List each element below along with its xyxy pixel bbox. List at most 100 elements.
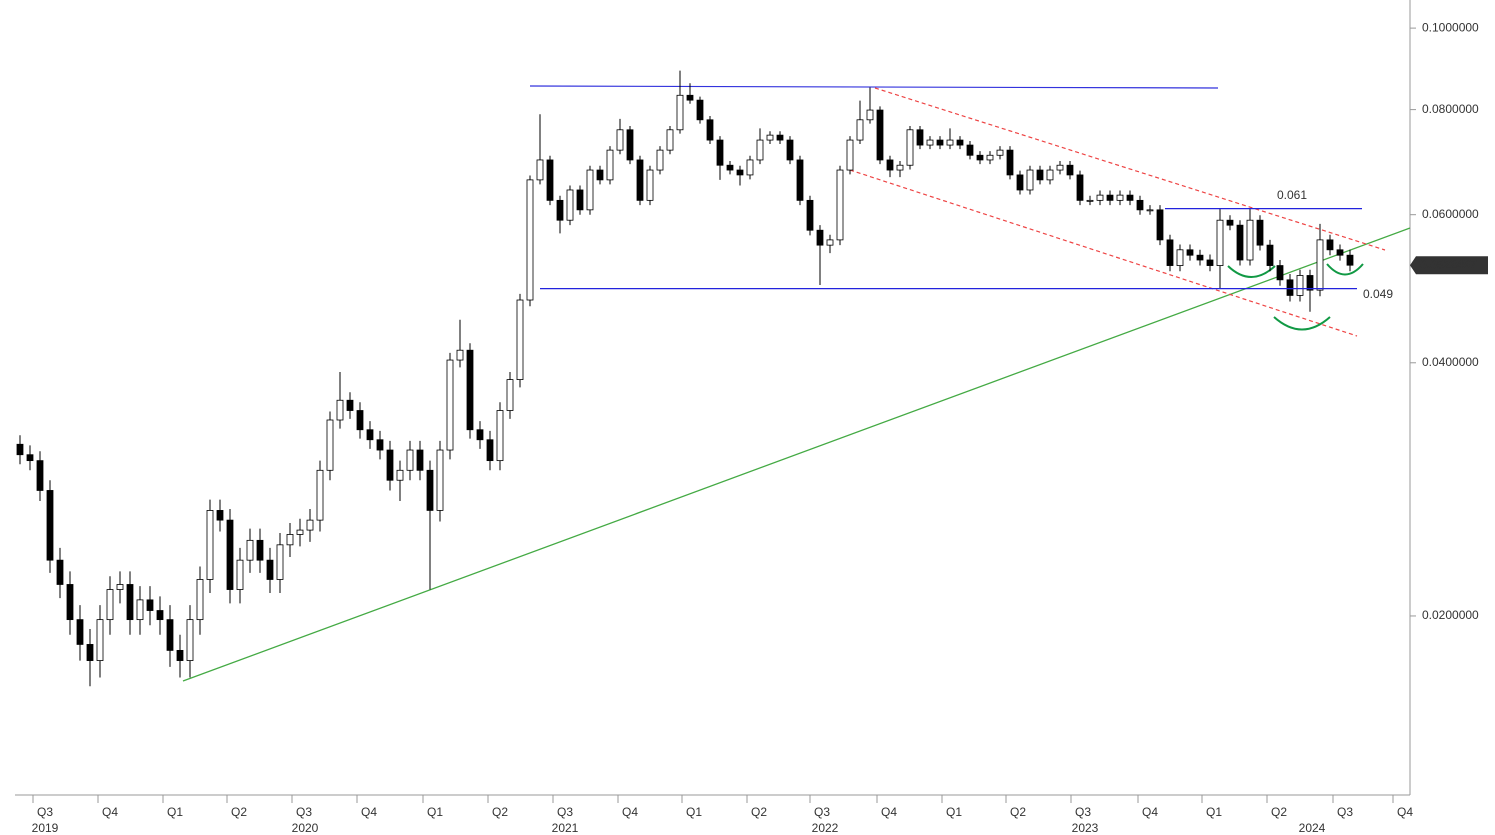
candle-body [176,650,184,661]
candle-body [1046,169,1054,181]
candle-body [486,439,494,462]
candle-body [1136,199,1144,211]
candle-body [466,349,474,431]
candle-body [1146,209,1154,212]
candle-body [96,619,104,661]
candle-body [1196,254,1204,261]
candle-body [656,149,664,171]
candle-body [506,379,514,411]
x-tick-label: Q4 [622,805,638,819]
candle-body [1166,239,1174,266]
candle-body [206,510,214,580]
candle-body [326,419,334,471]
candle-body [826,239,834,246]
candle-body [1306,275,1314,291]
candle-body [356,410,364,431]
price-tag [1410,256,1488,275]
candle-body [996,149,1004,156]
candle-body [236,559,244,590]
candle-body [766,134,774,141]
x-tick-label: Q1 [167,805,183,819]
candle-body [86,644,94,661]
x-tick-label: Q4 [881,805,897,819]
candle-body [1056,164,1064,171]
x-tick-label: Q2 [231,805,247,819]
candle-body [1006,149,1014,176]
candle-body [896,164,904,171]
candle-body [1296,275,1304,296]
candle-body [1276,265,1284,281]
candle-body [1326,239,1334,251]
candle-body [566,189,574,221]
candle-body [1076,174,1084,201]
candle-body [586,169,594,211]
y-tick-label: 0.0200000 [1422,608,1479,622]
year-label: 2019 [32,821,59,835]
candle-body [66,584,74,621]
candle-body [556,199,564,221]
candle-body [496,410,504,462]
candle-body [1286,279,1294,296]
y-tick-label: 0.0800000 [1422,102,1479,116]
candle-body [166,619,174,651]
x-tick-label: Q4 [361,805,377,819]
candle-body [856,119,864,141]
trend-line [182,227,1411,682]
candle-body [916,129,924,146]
candle-body [386,449,394,481]
candle-body [936,139,944,146]
candle-body [966,144,974,156]
x-tick-label: Q2 [751,805,767,819]
candle-body [616,129,624,151]
candle-body [136,599,144,621]
candle-body [1106,194,1114,201]
year-label: 2024 [1299,821,1326,835]
year-label: 2023 [1072,821,1099,835]
x-tick-label: Q2 [1010,805,1026,819]
candle-body [1156,209,1164,241]
candle-body [926,139,934,146]
candle-body [1256,219,1264,246]
candle-body [126,584,134,621]
candle-body [676,94,684,131]
candle-body [146,599,154,611]
x-tick-label: Q3 [557,805,573,819]
x-tick-label: Q1 [427,805,443,819]
x-tick-label: Q3 [1337,805,1353,819]
candle-body [246,539,254,561]
candle-body [816,229,824,246]
candle-body [1096,194,1104,201]
candle-body [336,399,344,421]
candle-body [436,449,444,511]
candle-body [366,429,374,441]
candle-body [46,490,54,561]
candle-body [1336,249,1344,256]
candle-body [696,99,704,121]
candle-body [746,159,754,176]
candle-body [156,610,164,621]
candle-body [306,519,314,531]
candle-body [1186,249,1194,256]
candle-body [196,579,204,621]
candle-body [396,469,404,481]
x-tick-label: Q2 [1271,805,1287,819]
x-tick-label: Q3 [1075,805,1091,819]
candle-body [1206,259,1214,266]
candle-body [56,559,64,585]
x-tick-label: Q4 [102,805,118,819]
candle-body [1126,194,1134,201]
candle-body [256,539,264,561]
candle-body [1016,174,1024,191]
candle-body [16,443,24,456]
x-tick-label: Q4 [1397,805,1413,819]
candle-body [866,109,874,121]
y-tick-label: 0.0600000 [1422,207,1479,221]
candle-body [526,179,534,301]
candle-body [416,449,424,471]
candle-body [1236,224,1244,261]
candle-body [316,469,324,521]
candle-body [576,189,584,211]
y-tick-label: 0.1000000 [1422,20,1479,34]
